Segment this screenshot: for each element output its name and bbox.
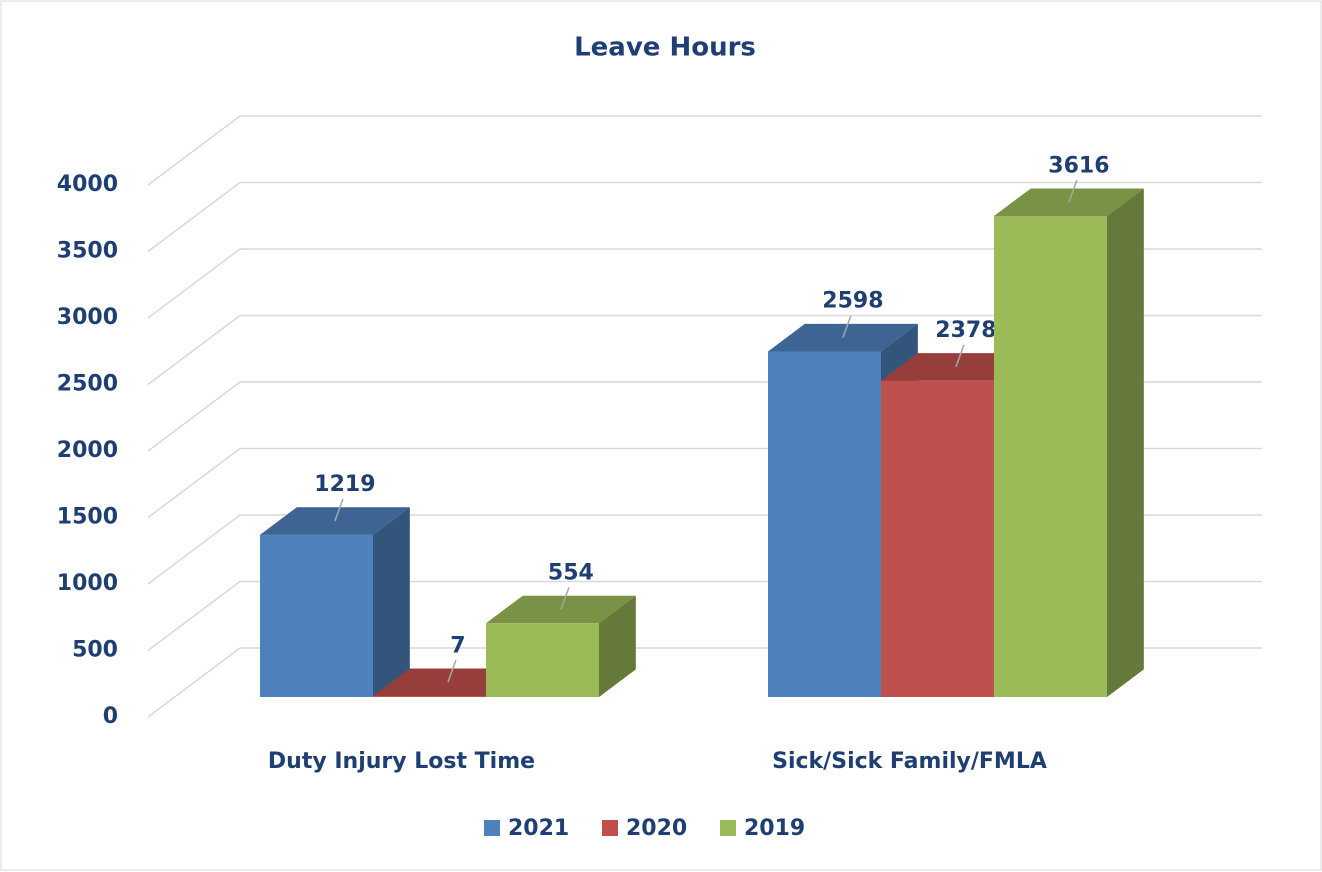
bar-front [486, 623, 599, 697]
y-tick-label: 2500 [57, 372, 118, 397]
leader-line [447, 660, 457, 683]
bar-top [881, 353, 1031, 381]
grid-line [147, 447, 241, 519]
chart-title: Leave Hours [574, 33, 756, 63]
grid-line [147, 381, 241, 452]
grid-line [147, 248, 241, 319]
bar-side-shade [373, 507, 410, 697]
leader-line [842, 315, 852, 338]
data-label: 554 [548, 561, 594, 586]
y-tick-label: 1500 [57, 505, 118, 530]
y-tick-label: 2000 [57, 438, 118, 463]
x-tick-label: Sick/Sick Family/FMLA [772, 749, 1047, 774]
legend-label: 2019 [744, 816, 805, 841]
bar [486, 595, 636, 697]
bar-front [260, 534, 373, 697]
bar-side [599, 595, 636, 697]
data-label: 2378 [935, 318, 996, 343]
leader-line [1068, 180, 1078, 203]
leader-line [560, 587, 570, 610]
bar-top-shade [373, 668, 523, 697]
y-tick-label: 500 [72, 638, 118, 663]
bar-side-shade [599, 595, 636, 697]
bar-top [373, 668, 523, 697]
legend-swatch [602, 820, 618, 836]
data-label: 1219 [314, 472, 375, 497]
bar-side-shade [1107, 188, 1144, 697]
legend-swatch [720, 820, 736, 836]
y-tick-label: 3000 [57, 305, 118, 330]
bar-front [373, 696, 486, 697]
bar-top-shade [881, 353, 1031, 381]
x-tick-label: Duty Injury Lost Time [268, 749, 535, 774]
y-tick-label: 0 [103, 704, 118, 729]
y-tick-label: 4000 [57, 172, 118, 197]
grid-line [147, 314, 241, 386]
bar-front [994, 216, 1107, 697]
grid-line [147, 647, 241, 718]
bar-side [373, 507, 410, 697]
legend-label: 2020 [626, 816, 687, 841]
grid-line [147, 580, 241, 652]
legend-swatch [484, 820, 500, 836]
data-label: 2598 [822, 289, 883, 314]
bar [994, 188, 1144, 697]
y-tick-label: 3500 [57, 239, 118, 264]
y-tick-label: 1000 [57, 571, 118, 596]
bar-side [1107, 188, 1144, 697]
legend-label: 2021 [508, 816, 569, 841]
data-label: 3616 [1048, 153, 1109, 178]
bar-front [881, 380, 994, 697]
leader-line [955, 344, 965, 368]
grid-line [147, 514, 241, 585]
grid-line [147, 115, 241, 186]
leader-line [334, 498, 344, 522]
bar-front [768, 351, 881, 697]
grid-line [147, 181, 241, 253]
data-label: 7 [450, 633, 465, 658]
bar [260, 507, 410, 697]
